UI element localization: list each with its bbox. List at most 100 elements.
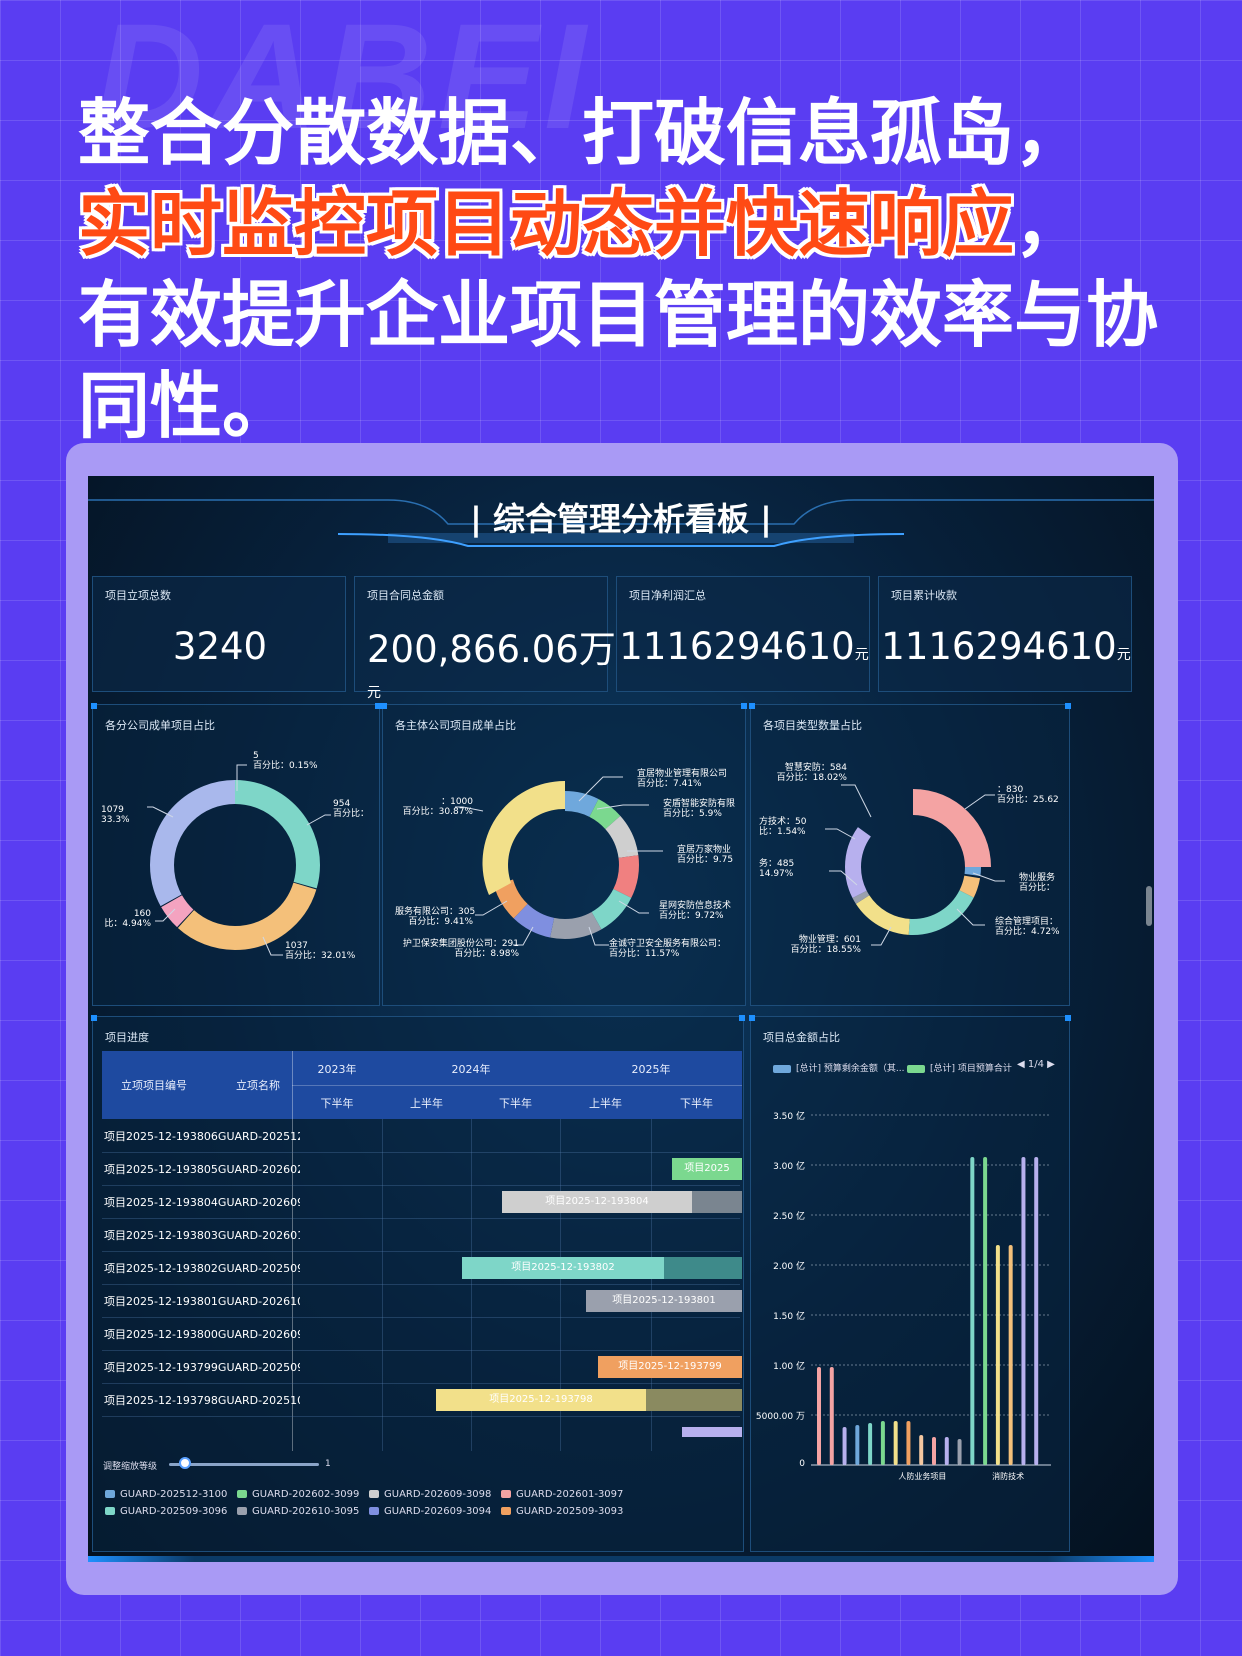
year-2024: 2024年 xyxy=(451,1063,491,1076)
bar xyxy=(932,1437,936,1465)
bar-chart: 人防业务项目 消防技术 xyxy=(811,1114,1051,1481)
gantt-row[interactable]: 项目2025-12-193802GUARD-202509-3 项目2025-12… xyxy=(102,1251,742,1285)
donut-label: 方技术：50 比：1.54% xyxy=(759,817,807,837)
donut-slice xyxy=(845,799,981,935)
legend-item[interactable]: GUARD-202509-3093 xyxy=(501,1506,623,1517)
kpi-project-count: 项目立项总数 3240 xyxy=(92,576,346,692)
y-tick-label: 5000.00 万 xyxy=(755,1412,805,1422)
gantt-row[interactable]: 项目2025-12-193804GUARD-202609-3 项目2025-12… xyxy=(102,1185,742,1219)
donut-label: 物业服务 百分比： xyxy=(1019,873,1056,893)
kpi-value: 1116294610元 xyxy=(881,625,1131,668)
donut-label: 智慧安防：584 百分比：18.02% xyxy=(776,763,847,783)
bar xyxy=(1034,1157,1039,1465)
donut-slice xyxy=(845,799,981,935)
legend-pager[interactable]: ◀ 1/4 ▶ xyxy=(1017,1059,1055,1070)
legend-item[interactable]: GUARD-202601-3097 xyxy=(501,1489,623,1500)
gantt-row[interactable]: 项目2025-12-193806GUARD-202512-3 xyxy=(102,1119,740,1153)
legend-item[interactable]: GUARD-202609-3094 xyxy=(369,1506,491,1517)
bar-legend-item[interactable]: [总计] 项目预算合计 xyxy=(907,1061,1012,1074)
gantt-bar[interactable]: 项目2025-12-193802 xyxy=(462,1257,664,1279)
gantt-row[interactable]: 项目2025-12-193803GUARD-202601-3 xyxy=(102,1218,740,1252)
bar xyxy=(893,1421,898,1465)
dashboard-bottom-bar xyxy=(88,1556,1154,1562)
kpi-value: 200,866.06万元 xyxy=(367,628,616,701)
kpi-net-profit: 项目净利润汇总 1116294610元 xyxy=(616,576,870,692)
gantt-row[interactable]: 项目2025-12-193800GUARD-202609-3 xyxy=(102,1317,740,1351)
y-tick-label: 2.50 亿 xyxy=(773,1212,805,1222)
year-2023: 2023年 xyxy=(317,1063,357,1076)
watermark-text: DABEI xyxy=(95,0,592,160)
donut-slice-main xyxy=(913,789,991,867)
gantt-bar[interactable]: 项目2025 xyxy=(672,1158,742,1180)
bar xyxy=(1021,1157,1026,1465)
panel-branch-ratio: 各分公司成单项目占比 5 百分比：0.15% 954 百分比： 1037 百分比：32… xyxy=(91,703,381,1006)
legend-item[interactable]: GUARD-202509-3096 xyxy=(105,1506,227,1517)
bar xyxy=(944,1437,949,1465)
gantt-row[interactable]: 项目2025-12-193805GUARD-202602-3 项目2025 xyxy=(102,1152,742,1186)
bar xyxy=(919,1435,924,1465)
y-tick-label: 3.00 亿 xyxy=(773,1162,805,1172)
bar xyxy=(880,1421,885,1465)
donut-label: 宜居万家物业 百分比：9.75 xyxy=(677,845,734,865)
panel-title: 各项目类型数量占比 xyxy=(763,719,862,732)
zoom-slider-handle[interactable] xyxy=(179,1457,191,1469)
donut-slice xyxy=(845,799,981,935)
zoom-value: 1 xyxy=(325,1459,331,1469)
bar xyxy=(995,1245,1000,1465)
bar-legend-item[interactable]: [总计] 预算剩余金额（其... xyxy=(773,1061,904,1074)
donut-label: 物业管理：601 百分比：18.55% xyxy=(790,935,861,955)
panel-title: 各主体公司项目成单占比 xyxy=(395,719,516,732)
panel-company-ratio: 各主体公司项目成单占比 xyxy=(381,703,747,1006)
gantt-row[interactable]: 项目2025-12-193801GUARD-202610-3 项目2025-12… xyxy=(102,1284,742,1318)
kpi-label: 项目立项总数 xyxy=(105,589,171,602)
legend-item[interactable]: GUARD-202602-3099 xyxy=(237,1489,359,1500)
gantt-bar[interactable]: 项目2025-12-193801 xyxy=(586,1290,742,1312)
panel-title: 项目进度 xyxy=(105,1031,149,1044)
panel-type-ratio: 各项目类型数量占比 智慧安防：584 百分比：18.02% ： xyxy=(749,703,1071,1006)
gantt-bar[interactable]: 项目2025-12-193804 xyxy=(502,1191,692,1213)
bar xyxy=(817,1367,821,1465)
bar xyxy=(855,1425,860,1465)
donut-chart-type xyxy=(825,784,1005,946)
bar xyxy=(829,1367,834,1465)
kpi-label: 项目累计收款 xyxy=(891,589,957,602)
bar xyxy=(842,1427,847,1465)
headline-line-4: 同性。 xyxy=(78,364,295,448)
panel-title: 各分公司成单项目占比 xyxy=(105,719,215,732)
gantt-table[interactable]: 立项项目编号 立项名称 2023年 2024年 2025年 下半年 上半年 下半… xyxy=(102,1051,742,1451)
col-name-header: 立项名称 xyxy=(236,1079,280,1092)
bar xyxy=(957,1439,962,1465)
bar xyxy=(868,1423,873,1465)
zoom-slider[interactable] xyxy=(169,1463,319,1466)
gantt-bar[interactable]: 项目2025-12-193798 xyxy=(436,1389,646,1411)
gantt-row[interactable]: 项目2025-12-193799GUARD-202509-3 项目2025-12… xyxy=(102,1350,742,1384)
donut-label: ：830 百分比：25.62 xyxy=(997,785,1059,805)
gantt-bar[interactable]: 项目2025-12-193799 xyxy=(598,1356,742,1378)
panel-total-amount: 项目总金额占比 [总计] 预算剩余金额（其... [总计] 项目预算合计 ◀ 1… xyxy=(749,1015,1071,1552)
donut-label: 1079 33.3% xyxy=(101,805,130,825)
donut-label: 宜居物业管理有限公司 百分比：7.41% xyxy=(637,769,728,789)
bar xyxy=(983,1157,988,1465)
legend-item[interactable]: GUARD-202610-3095 xyxy=(237,1506,359,1517)
kpi-value: 3240 xyxy=(172,625,268,668)
legend-item[interactable]: GUARD-202609-3098 xyxy=(369,1489,491,1500)
y-tick-label: 3.50 亿 xyxy=(773,1112,805,1122)
y-tick-label: 0 xyxy=(799,1459,805,1469)
half-label: 下半年 xyxy=(499,1097,532,1110)
kpi-contract-amount: 项目合同总金额 200,866.06万元 xyxy=(354,576,616,701)
gantt-row[interactable]: 项目2025-12-193798GUARD-202510-3 项目2025-12… xyxy=(102,1383,742,1417)
x-tick-label: 消防技术 xyxy=(992,1471,1024,1481)
donut-label: ：1000 百分比：30.87% xyxy=(402,797,473,817)
bar xyxy=(970,1157,975,1465)
headline-line-2: 实时监控项目动态并快速响应， xyxy=(78,179,1198,270)
half-label: 上半年 xyxy=(589,1097,622,1110)
donut-chart-company xyxy=(455,776,663,946)
legend-item[interactable]: GUARD-202512-3100 xyxy=(105,1489,227,1500)
donut-label: 星网安防信息技术 百分比：9.72% xyxy=(659,901,732,921)
donut-slice xyxy=(150,780,320,950)
donut-label: 务：485 14.97% xyxy=(759,859,795,879)
donut-slice-main xyxy=(482,780,565,895)
scrollbar[interactable] xyxy=(1146,886,1152,926)
kpi-collected: 项目累计收款 1116294610元 xyxy=(878,576,1132,692)
donut-slice xyxy=(150,780,320,950)
